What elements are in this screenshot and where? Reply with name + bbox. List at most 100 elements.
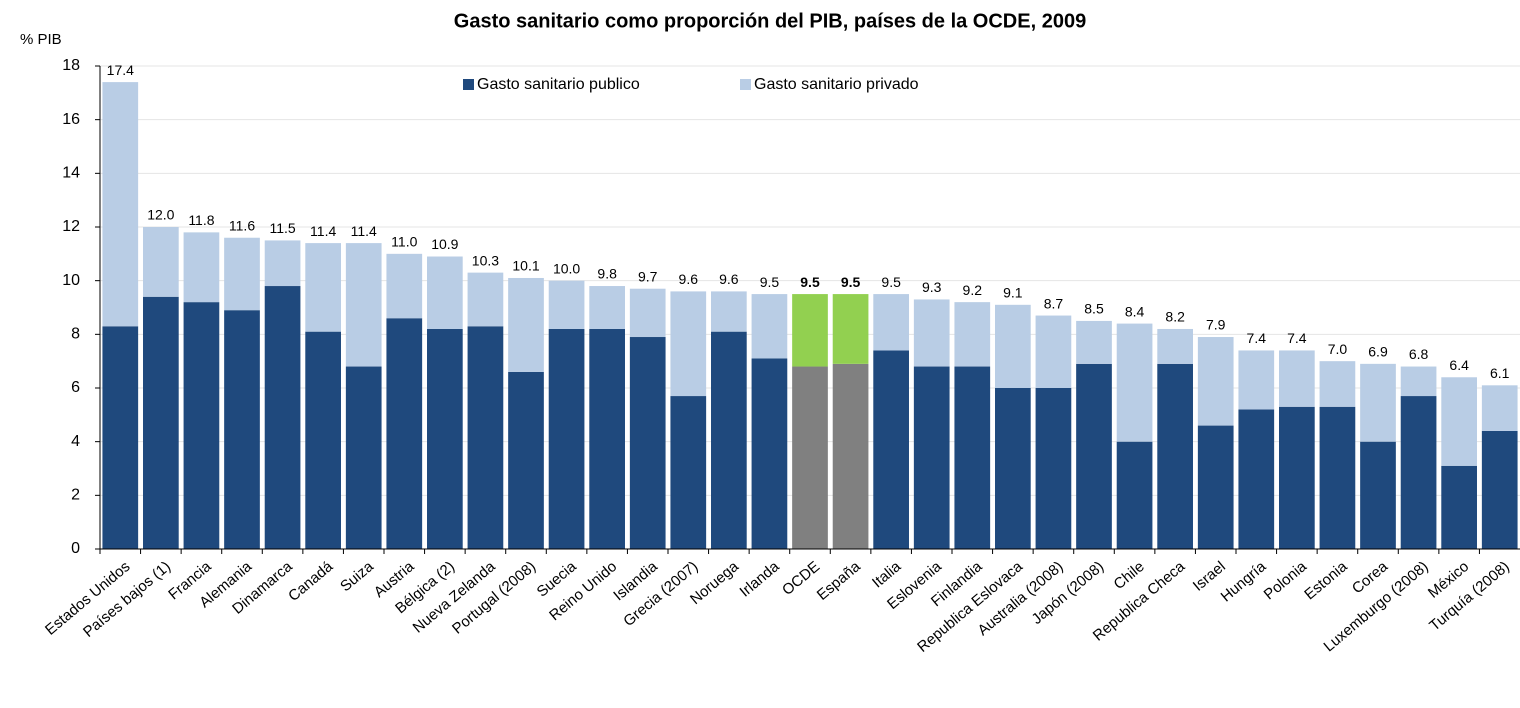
value-label: 9.2 [963, 282, 983, 298]
bar-segment [1238, 350, 1275, 410]
bar-segment [1360, 441, 1396, 549]
y-tick-label: 4 [71, 433, 80, 450]
legend-swatch [740, 79, 751, 90]
bar-segment [1197, 337, 1234, 426]
value-label: 11.0 [391, 234, 417, 250]
bar-segment [1360, 363, 1396, 442]
bar-segment [386, 253, 423, 319]
value-label: 11.4 [351, 223, 377, 239]
bar-segment [792, 366, 828, 549]
value-label: 6.8 [1409, 346, 1429, 362]
value-label: 7.4 [1287, 330, 1307, 346]
bar-segment [143, 296, 179, 549]
bar-segment [143, 227, 179, 297]
y-tick-label: 0 [71, 540, 80, 557]
value-label: 12.0 [147, 207, 174, 223]
bar-segment [305, 243, 341, 332]
bar-segment [1076, 320, 1112, 364]
bar-segment [467, 272, 504, 327]
bar-segment [548, 280, 585, 329]
y-tick-label: 6 [71, 379, 80, 396]
y-tick-label: 12 [62, 218, 80, 235]
bar-segment [1035, 315, 1072, 388]
value-label: 6.1 [1490, 365, 1510, 381]
bar-segment [508, 277, 544, 372]
y-tick-label: 14 [62, 165, 80, 182]
bar-segment [224, 237, 260, 311]
value-label: 8.7 [1044, 295, 1064, 311]
bar-segment [913, 299, 950, 367]
bar-segment [183, 302, 220, 549]
x-tick-label: Canadá [285, 558, 337, 605]
value-label: 9.5 [841, 274, 861, 290]
value-label: 9.3 [922, 279, 942, 295]
bar-segment [1481, 385, 1518, 431]
bar-segment [1400, 366, 1437, 397]
bar-segment [1319, 361, 1356, 407]
value-label: 9.1 [1003, 285, 1023, 301]
bar-segment [1157, 328, 1193, 364]
x-tick-label: Hungría [1218, 558, 1270, 606]
bar-segment [995, 304, 1031, 388]
bar-segment [995, 388, 1031, 549]
bar-segment [183, 232, 220, 303]
bar-segment [670, 291, 707, 397]
bar-segment [345, 366, 382, 549]
bar-segment [305, 331, 341, 549]
value-label: 8.2 [1165, 309, 1185, 325]
bar-segment [1035, 388, 1072, 549]
value-label: 11.8 [188, 212, 214, 228]
bar-segment [386, 318, 423, 549]
y-tick-label: 16 [62, 111, 80, 128]
value-label: 10.1 [512, 258, 539, 274]
legend-swatch [463, 79, 474, 90]
bar-segment [264, 240, 301, 287]
bar-segment [1441, 465, 1477, 549]
y-axis-label: % PIB [20, 31, 62, 48]
x-tick-label: Irlanda [736, 558, 783, 601]
value-label: 10.0 [553, 260, 580, 276]
bar-segment [1400, 396, 1437, 549]
y-tick-label: 2 [71, 487, 80, 504]
bar-segment [913, 366, 950, 549]
bar-segment [589, 286, 625, 329]
bar-segment [1279, 350, 1315, 407]
value-label: 9.6 [719, 271, 739, 287]
value-label: 8.4 [1125, 303, 1145, 319]
value-label: 11.6 [229, 217, 255, 233]
bar-segment [1116, 323, 1153, 442]
bar-segment [873, 294, 909, 351]
bar-segment [1076, 363, 1112, 549]
value-label: 7.9 [1206, 317, 1226, 333]
bar-segment [427, 256, 463, 329]
bar-segment [1197, 425, 1234, 549]
value-label: 11.5 [269, 220, 295, 236]
value-label: 17.4 [107, 62, 134, 78]
x-tick-label: Estonia [1301, 558, 1351, 604]
bar-segment [670, 396, 707, 549]
y-tick-label: 18 [62, 57, 80, 74]
y-tick-label: 10 [62, 272, 80, 289]
y-tick-label: 8 [71, 326, 80, 343]
bar-segment [954, 302, 991, 367]
bar-segment [345, 243, 382, 367]
value-label: 8.5 [1084, 301, 1104, 317]
bar-segment [1279, 406, 1315, 549]
value-label: 9.5 [881, 274, 901, 290]
value-label: 11.4 [310, 223, 336, 239]
bar-segment [873, 350, 909, 549]
value-label: 7.4 [1247, 330, 1267, 346]
value-label: 10.3 [472, 252, 499, 268]
bar-segment [832, 294, 869, 364]
bar-segment [711, 291, 747, 332]
bar-segment [832, 363, 869, 549]
bar-segment [224, 310, 260, 549]
bar-segment [1157, 363, 1193, 549]
value-label: 6.9 [1368, 344, 1388, 360]
x-tick-label: España [814, 558, 864, 604]
bar-segment [1116, 441, 1153, 549]
bar-segment [629, 288, 666, 338]
value-label: 6.4 [1449, 357, 1469, 373]
bar-segment [264, 286, 301, 549]
